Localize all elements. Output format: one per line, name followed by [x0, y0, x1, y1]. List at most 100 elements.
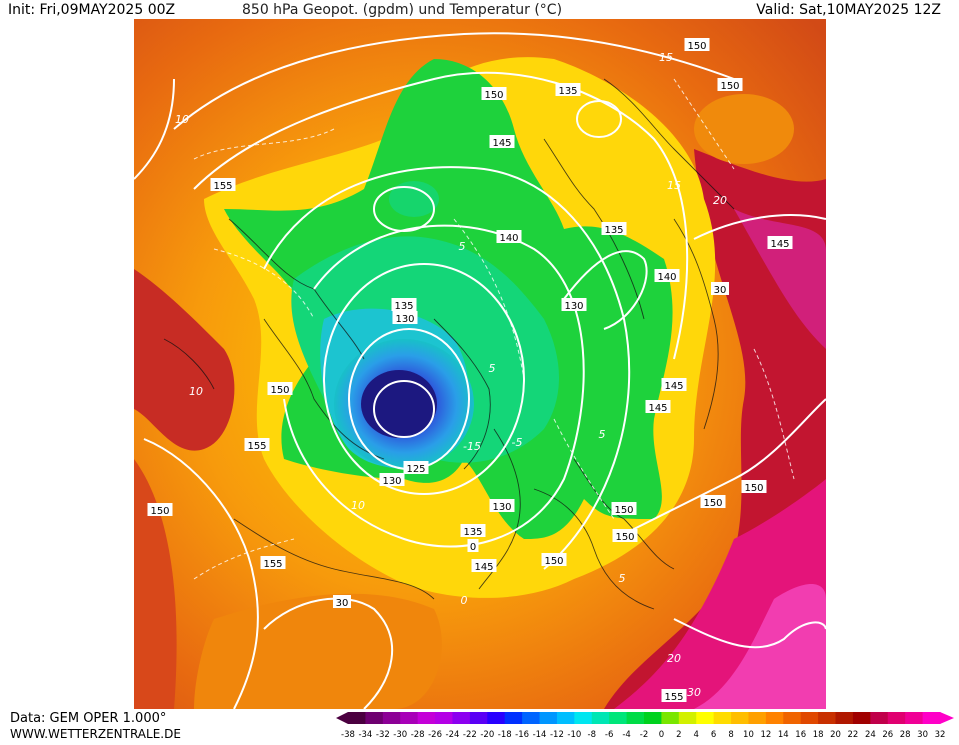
temperature-label: 20	[667, 652, 681, 665]
website-credit: WWW.WETTERZENTRALE.DE	[10, 727, 181, 741]
geopotential-label: 130	[564, 301, 583, 312]
colorbar-tick-label: 22	[848, 730, 859, 740]
colorbar-swatch	[365, 712, 384, 724]
colorbar-tick-label: -38	[341, 730, 355, 740]
geopotential-contours	[134, 32, 826, 709]
colorbar-tick-label: 6	[711, 730, 716, 740]
colorbar-tick-label: -26	[428, 730, 442, 740]
geopotential-label-box	[711, 282, 729, 295]
colorbar-tick-label: 12	[760, 730, 771, 740]
geopotential-label: 125	[406, 464, 425, 475]
warm-region-southwest	[134, 459, 177, 709]
temperature-label: 5	[619, 572, 626, 585]
geopotential-label: 155	[247, 441, 266, 452]
geopotential-label: 150	[615, 532, 634, 543]
temperature-label: 5	[599, 428, 606, 441]
colorbar-swatch	[626, 712, 645, 724]
colorbar-swatch	[539, 712, 558, 724]
geopotential-label-box	[654, 269, 680, 282]
temperature-colorbar: -38 -34 -32 -30 -28 -26 -24 -22 -20 -18 -16 -14 -12-…	[336, 712, 958, 741]
geopotential-label: 145	[492, 138, 511, 149]
geopotential-label-box	[717, 78, 743, 91]
geopotential-label-box	[489, 499, 515, 512]
colorbar-swatch	[556, 712, 575, 724]
colorbar-swatch	[835, 712, 854, 724]
temperature-label: -15	[463, 440, 481, 453]
colorbar-arrow-left	[336, 712, 348, 724]
geopotential-label-box	[684, 38, 710, 51]
geopotential-label-box	[645, 400, 671, 413]
colorbar-swatch	[348, 712, 366, 724]
map-title: 850 hPa Geopot. (gpdm) und Temperatur (°…	[242, 2, 563, 18]
geopotential-label-box	[561, 298, 587, 311]
geopotential-label-box	[333, 595, 351, 608]
geopotential-label: 140	[657, 272, 676, 283]
geopotential-label-box	[700, 495, 726, 508]
colorbar-swatch	[887, 712, 906, 724]
init-time: Init: Fri,09MAY2025 00Z	[8, 2, 176, 18]
geopotential-label-box	[489, 135, 515, 148]
geopotential-label-box	[260, 556, 286, 569]
colorbar-swatch	[574, 712, 593, 724]
data-source: Data: GEM OPER 1.000°	[10, 711, 167, 726]
colorbar-swatch	[800, 712, 819, 724]
geopotential-label-box	[555, 83, 581, 96]
geopotential-label-box	[471, 559, 497, 572]
geopotential-label-box	[661, 378, 687, 391]
geopotential-label: 155	[263, 559, 282, 570]
geopotential-label: 150	[544, 556, 563, 567]
colorbar-swatch	[731, 712, 749, 724]
temperature-label: -5	[512, 436, 523, 449]
geopotential-label: 30	[336, 598, 349, 609]
colorbar-swatch	[696, 712, 715, 724]
colorbar-swatch	[852, 712, 871, 724]
colorbar-swatch	[818, 712, 837, 724]
colorbar-swatch	[922, 712, 941, 724]
cold-core-center	[361, 370, 437, 438]
temperature-label: 15	[667, 179, 681, 192]
warm-region-west	[134, 269, 235, 451]
geopotential-label: 30	[714, 285, 727, 296]
colorbar-tick-label: -24	[446, 730, 460, 740]
colorbar-tick-label: 8	[728, 730, 733, 740]
colorbar-swatch	[678, 712, 697, 724]
colorbar-swatch	[783, 712, 802, 724]
geopotential-label-box	[496, 230, 522, 243]
geopotential-label: 145	[474, 562, 493, 573]
geopotential-label: 135	[463, 527, 482, 538]
geopotential-label-box	[147, 503, 173, 516]
geopotential-label-box	[612, 529, 638, 542]
temperature-isotherms	[193, 78, 795, 580]
geopotential-label: 155	[664, 692, 683, 703]
colorbar-tick-label: 16	[795, 730, 806, 740]
colorbar-swatch	[661, 712, 680, 724]
colorbar-tick-label: -16	[515, 730, 529, 740]
geopotential-label-box	[541, 553, 567, 566]
colorbar-tick-label: 26	[882, 730, 893, 740]
colorbar-swatch	[382, 712, 401, 724]
cold-spot-north	[389, 181, 439, 217]
colorbar-tick-label: -2	[640, 730, 648, 740]
colorbar-swatch	[400, 712, 419, 724]
geopotential-label: 155	[213, 181, 232, 192]
geopotential-label: 135	[604, 225, 623, 236]
geopotential-label-box	[767, 236, 793, 249]
colorbar-tick-label: -32	[376, 730, 390, 740]
geopotential-label: 150	[720, 81, 739, 92]
colorbar-tick-label: -34	[358, 730, 372, 740]
colorbar-tick-label: 2	[676, 730, 681, 740]
colorbar-swatch	[591, 712, 610, 724]
geopotential-label-box	[210, 178, 236, 191]
colorbar-tick-label: 18	[813, 730, 824, 740]
weather-map[interactable]: 150 150 135 150 145 155 140 135 140 135 130 130 145 1…	[134, 19, 826, 709]
geopotential-label: 145	[664, 381, 683, 392]
colorbar-tick-label: -22	[463, 730, 477, 740]
geopotential-label-box	[661, 689, 687, 702]
geopotential-label-box	[741, 480, 767, 493]
colorbar-tick-label: 32	[935, 730, 946, 740]
geopotential-label-box	[403, 461, 429, 474]
geopotential-label: 130	[382, 476, 401, 487]
geopotential-label-box	[267, 382, 293, 395]
geopotential-label: 150	[687, 41, 706, 52]
